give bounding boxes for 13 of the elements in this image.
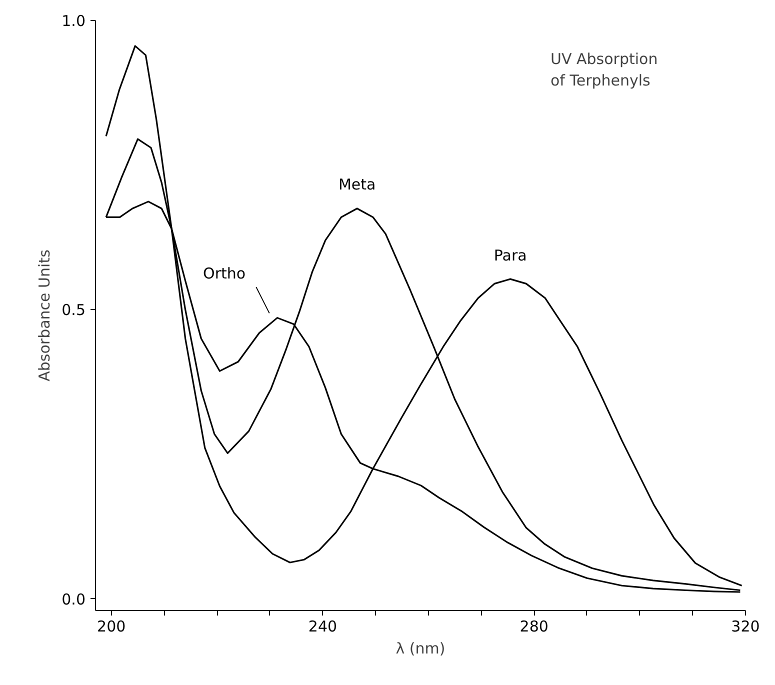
series-label: Meta — [338, 176, 376, 194]
x-tick-label: 240 — [308, 618, 338, 636]
x-tick-label: 320 — [731, 618, 760, 636]
y-tick-label: 0.5 — [62, 301, 86, 320]
y-tick-label: 1.0 — [62, 12, 86, 30]
series-label: Para — [494, 246, 527, 264]
series-label: Ortho — [203, 264, 246, 282]
y-tick-label: 0.0 — [62, 590, 86, 608]
y-axis-title: Absorbance Units — [36, 249, 54, 382]
x-tick-label: 200 — [97, 618, 126, 636]
x-tick-label: 280 — [520, 618, 548, 636]
x-axis-title: λ (nm) — [396, 640, 446, 658]
annotation: UV Absorption of Terphenyls — [550, 50, 658, 90]
